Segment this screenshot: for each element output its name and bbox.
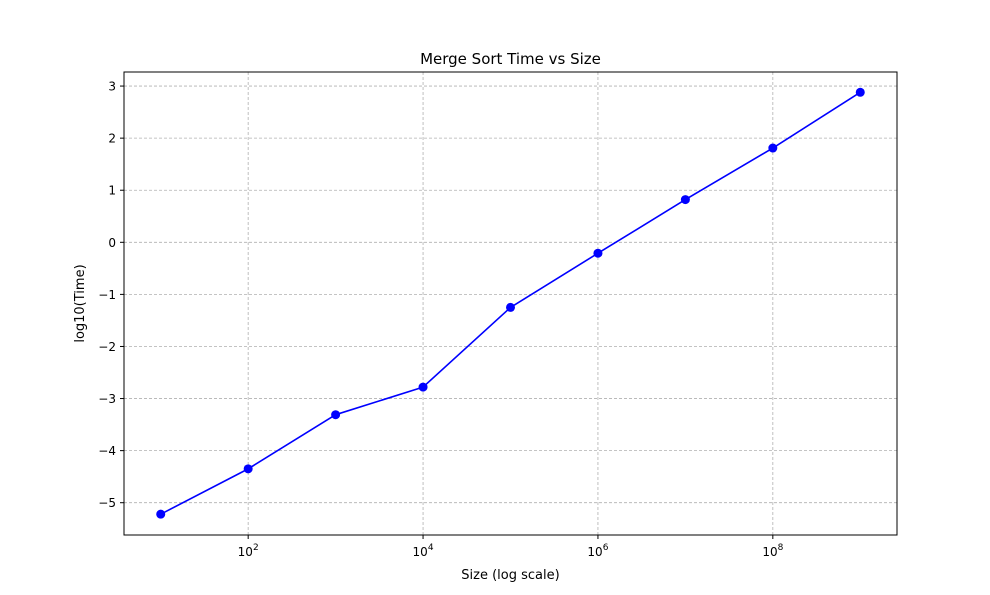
y-tick-label: −2	[98, 340, 116, 354]
data-point	[506, 302, 515, 312]
data-point	[593, 248, 603, 258]
grid	[124, 72, 897, 535]
x-tick-base: 10	[238, 545, 253, 559]
data-point	[680, 195, 690, 205]
y-tick-label: 0	[108, 236, 116, 250]
x-tick-label: 104	[413, 543, 434, 559]
x-tick-exponent: 2	[253, 543, 259, 553]
x-tick-exponent: 6	[603, 543, 609, 553]
data-point	[243, 464, 253, 474]
x-tick-label: 102	[238, 543, 259, 559]
y-tick-label: 3	[108, 80, 116, 94]
y-tick-label: 1	[108, 184, 116, 198]
x-axis-ticks: 102 104 106 108	[238, 535, 784, 559]
x-axis-label: Size (log scale)	[461, 568, 559, 583]
y-tick-label: −3	[98, 392, 116, 406]
series-marker-layer	[156, 87, 865, 519]
data-point	[418, 382, 428, 392]
x-tick-label: 106	[587, 543, 608, 559]
x-tick-base: 10	[413, 545, 428, 559]
x-tick-exponent: 4	[428, 543, 434, 553]
data-point	[768, 143, 778, 153]
x-tick-exponent: 8	[778, 543, 784, 553]
y-axis-ticks: 3 2 1 0 −1 −2 −3 −4 −5	[98, 80, 124, 510]
data-point	[156, 509, 166, 519]
x-tick-label: 108	[762, 543, 783, 559]
y-tick-label: −1	[98, 288, 116, 302]
chart-title: Merge Sort Time vs Size	[420, 50, 601, 68]
y-axis-label: log10(Time)	[73, 264, 88, 342]
data-point	[331, 410, 341, 420]
y-tick-label: 2	[108, 132, 116, 146]
axes-frame	[123, 71, 898, 536]
y-tick-label: −5	[98, 496, 116, 510]
x-tick-base: 10	[762, 545, 777, 559]
y-tick-label: −4	[98, 444, 116, 458]
data-point	[855, 87, 865, 97]
x-tick-base: 10	[587, 545, 602, 559]
